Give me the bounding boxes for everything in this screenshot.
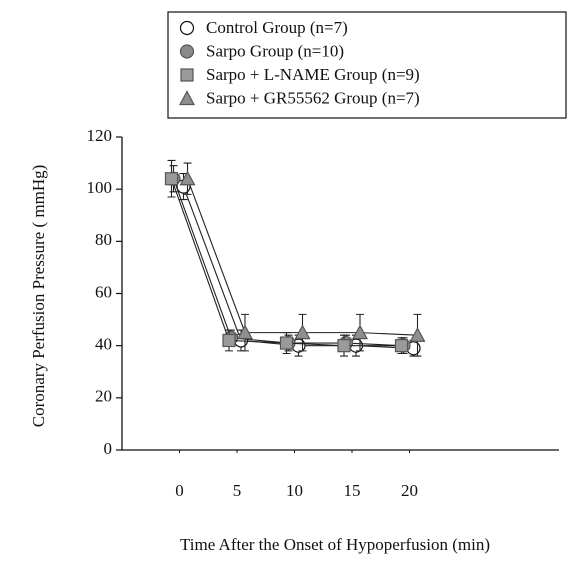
x-tick-label: 20	[401, 481, 418, 500]
marker	[236, 324, 254, 340]
legend-marker	[178, 90, 196, 106]
y-tick-label: 0	[104, 439, 113, 458]
x-tick-label: 10	[286, 481, 303, 500]
legend-label: Sarpo + GR55562 Group (n=7)	[206, 88, 420, 107]
marker	[351, 324, 369, 340]
marker	[179, 170, 196, 186]
y-tick-label: 120	[87, 126, 113, 145]
marker	[294, 324, 311, 340]
legend-label: Sarpo + L-NAME Group (n=9)	[206, 65, 420, 84]
series-line	[170, 178, 402, 347]
legend-label: Control Group (n=7)	[206, 18, 348, 37]
y-tick-label: 20	[95, 387, 112, 406]
marker	[409, 326, 426, 342]
y-axis-label: Coronary Perfusion Pressure ( mmHg)	[29, 165, 48, 428]
series-line	[172, 178, 404, 347]
x-axis-label: Time After the Onset of Hypoperfusion (m…	[180, 535, 490, 554]
series-line	[182, 186, 414, 349]
legend-box	[167, 11, 567, 119]
legend-marker	[179, 20, 195, 36]
marker	[164, 172, 179, 186]
legend-marker	[179, 44, 195, 59]
y-tick-label: 100	[87, 178, 113, 197]
y-tick-label: 80	[95, 230, 112, 249]
marker	[279, 336, 294, 350]
marker	[222, 333, 236, 348]
marker	[394, 339, 409, 353]
legend-label: Sarpo Group (n=10)	[206, 41, 344, 60]
y-tick-label: 60	[95, 282, 112, 301]
x-tick-label: 0	[175, 481, 184, 500]
legend-marker	[180, 68, 194, 82]
x-tick-label: 15	[344, 481, 361, 500]
marker	[337, 339, 351, 353]
x-tick-label: 5	[233, 481, 242, 500]
y-tick-label: 40	[95, 335, 112, 354]
